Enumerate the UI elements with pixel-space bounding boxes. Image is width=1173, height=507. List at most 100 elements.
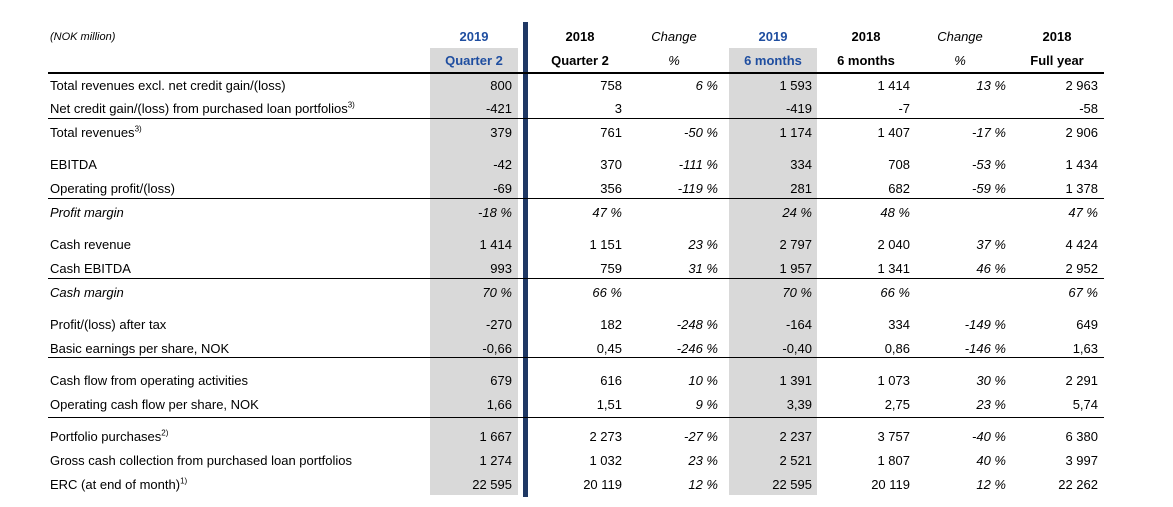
row-label: ERC (at end of month)1) xyxy=(50,476,188,492)
row-label: Cash EBITDA xyxy=(50,261,131,276)
table-cell: 1 593 xyxy=(779,78,812,93)
col-header-top: 2018 xyxy=(565,29,595,44)
table-cell: 5,74 xyxy=(1072,397,1098,412)
table-cell: 1 957 xyxy=(779,261,812,276)
table-cell: 22 595 xyxy=(472,477,512,492)
table-cell: 40 % xyxy=(976,453,1006,468)
table-cell: 4 424 xyxy=(1065,237,1098,252)
row-label: Gross cash collection from purchased loa… xyxy=(50,453,353,468)
table-cell: 20 119 xyxy=(871,477,910,492)
table-cell: 23 % xyxy=(688,453,718,468)
table-cell: 70 % xyxy=(482,285,512,300)
table-cell: -111 % xyxy=(678,157,718,172)
table-cell: -69 xyxy=(493,181,512,196)
col-header-top: 2018 xyxy=(1042,29,1072,44)
table-cell: -42 xyxy=(493,157,512,172)
table-cell: 3 997 xyxy=(1065,453,1098,468)
col-header-top: Change xyxy=(651,29,697,44)
table-cell: 2 273 xyxy=(589,429,622,444)
table-cell: 1,66 xyxy=(486,397,512,412)
table-cell: 370 xyxy=(600,157,622,172)
rule xyxy=(48,417,1104,418)
col-header-top: Change xyxy=(937,29,983,44)
table-cell: 20 119 xyxy=(583,477,622,492)
table-cell: 2,75 xyxy=(884,397,910,412)
col-header-top: 2018 xyxy=(851,29,881,44)
table-cell: 759 xyxy=(600,261,622,276)
table-cell: -50 % xyxy=(684,125,718,140)
col-header-top: 2019 xyxy=(459,29,489,44)
column-divider-bar xyxy=(523,22,528,497)
table-cell: 23 % xyxy=(976,397,1006,412)
table-cell: 6 % xyxy=(695,78,718,93)
table-cell: 1 414 xyxy=(479,237,512,252)
table-cell: 356 xyxy=(600,181,622,196)
table-cell: -149 % xyxy=(964,317,1006,332)
table-cell: 0,45 xyxy=(596,341,622,356)
table-cell: 281 xyxy=(790,181,812,196)
table-cell: 2 906 xyxy=(1065,125,1098,140)
rule xyxy=(48,198,1104,199)
table-cell: 679 xyxy=(490,373,512,388)
table-cell: 993 xyxy=(490,261,512,276)
col-header-bottom: Full year xyxy=(1030,53,1084,68)
table-cell: 616 xyxy=(600,373,622,388)
table-cell: 37 % xyxy=(976,237,1006,252)
table-cell: 47 % xyxy=(1068,205,1098,220)
q2-2019-column-shading xyxy=(430,48,518,495)
table-cell: 2 521 xyxy=(779,453,812,468)
table-cell: 2 952 xyxy=(1065,261,1098,276)
table-cell: 12 % xyxy=(688,477,718,492)
table-cell: -7 xyxy=(898,101,910,116)
row-label: Total revenues excl. net credit gain/(lo… xyxy=(50,78,286,93)
row-label: Cash margin xyxy=(50,285,124,300)
table-cell: 334 xyxy=(888,317,910,332)
table-cell: 708 xyxy=(888,157,910,172)
table-cell: 70 % xyxy=(782,285,812,300)
table-cell: -40 % xyxy=(972,429,1006,444)
row-label: Total revenues3) xyxy=(50,124,142,140)
row-label: Profit/(loss) after tax xyxy=(50,317,167,332)
table-cell: 13 % xyxy=(976,78,1006,93)
table-cell: 66 % xyxy=(592,285,622,300)
table-cell: 1 274 xyxy=(479,453,512,468)
rule xyxy=(48,72,1104,74)
table-cell: 2 963 xyxy=(1065,78,1098,93)
row-label: EBITDA xyxy=(50,157,97,172)
table-cell: 9 % xyxy=(695,397,718,412)
col-header-bottom: Quarter 2 xyxy=(551,53,609,68)
table-cell: -270 xyxy=(485,317,512,332)
table-cell: 47 % xyxy=(592,205,622,220)
row-label: Net credit gain/(loss) from purchased lo… xyxy=(50,100,355,116)
table-cell: 1 407 xyxy=(877,125,910,140)
table-cell: 1 032 xyxy=(589,453,622,468)
rule xyxy=(48,357,1104,358)
table-cell: 1 378 xyxy=(1065,181,1098,196)
row-label: Cash flow from operating activities xyxy=(50,373,248,388)
table-cell: 1 174 xyxy=(779,125,812,140)
table-cell: 2 797 xyxy=(779,237,812,252)
table-cell: 0,86 xyxy=(884,341,910,356)
footnote-marker: 3) xyxy=(347,100,355,110)
table-cell: 23 % xyxy=(688,237,718,252)
table-cell: 1,51 xyxy=(596,397,622,412)
table-cell: 46 % xyxy=(976,261,1006,276)
table-cell: 2 237 xyxy=(779,429,812,444)
table-cell: 6 380 xyxy=(1065,429,1098,444)
table-cell: -0,40 xyxy=(782,341,812,356)
row-label: Operating profit/(loss) xyxy=(50,181,175,196)
table-cell: 182 xyxy=(600,317,622,332)
table-cell: 3 xyxy=(614,101,622,116)
table-cell: -53 % xyxy=(972,157,1006,172)
col-header-bottom: % xyxy=(954,53,966,68)
table-cell: -248 % xyxy=(676,317,718,332)
row-label: Operating cash flow per share, NOK xyxy=(50,397,259,412)
table-cell: 1 667 xyxy=(479,429,512,444)
col-header-bottom: Quarter 2 xyxy=(445,53,503,68)
table-cell: -164 xyxy=(785,317,812,332)
table-cell: 22 262 xyxy=(1058,477,1098,492)
table-cell: 758 xyxy=(600,78,622,93)
table-cell: -119 % xyxy=(677,181,718,196)
unit-label: (NOK million) xyxy=(50,31,116,43)
